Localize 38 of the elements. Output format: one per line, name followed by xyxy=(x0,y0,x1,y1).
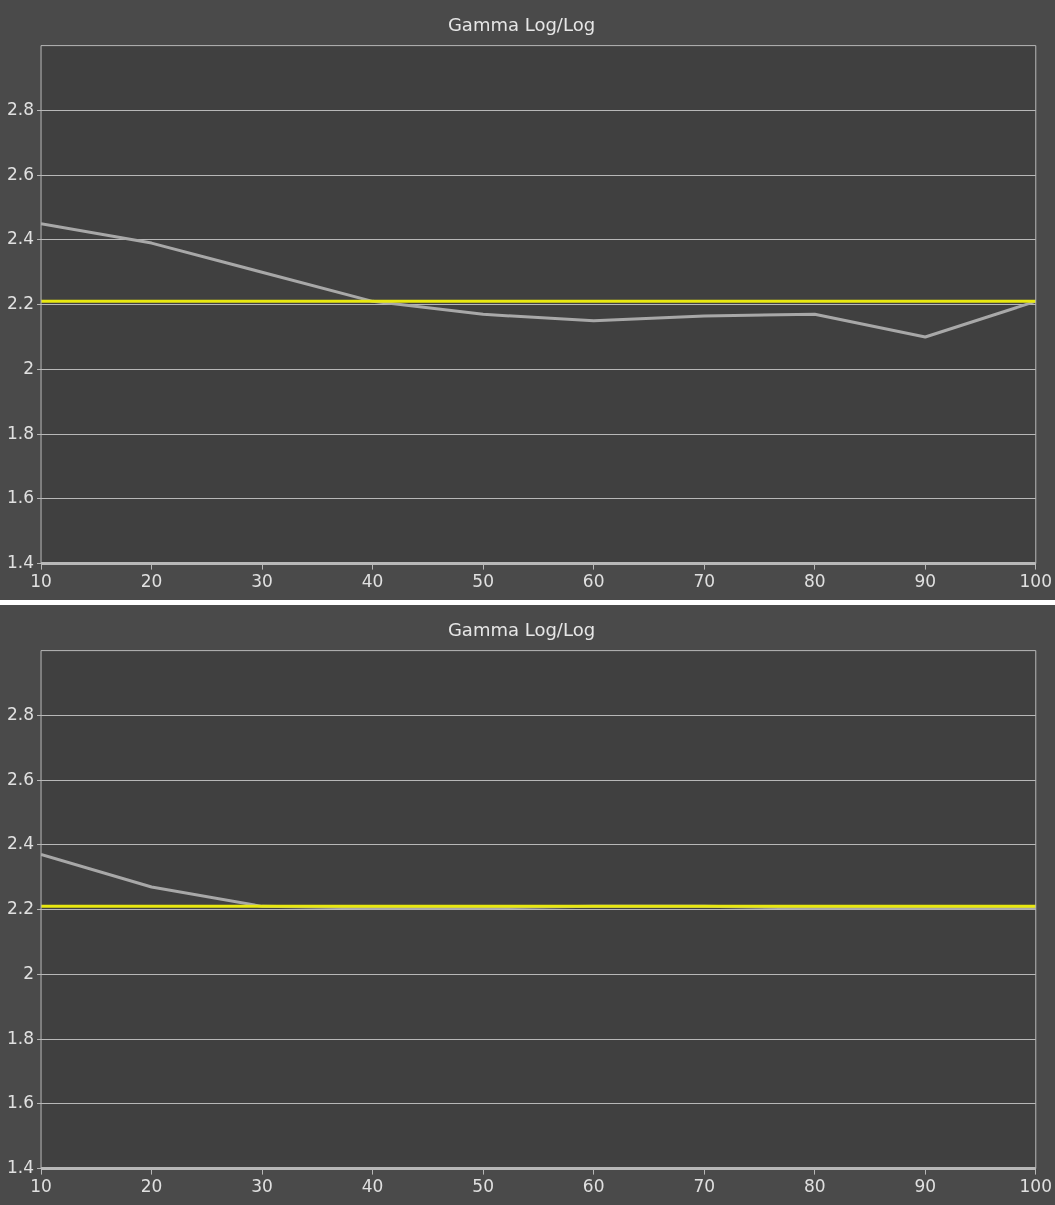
chart-title: Gamma Log/Log xyxy=(447,14,596,36)
y-tick-label: 1.6 xyxy=(6,1092,35,1113)
x-tick-label: 40 xyxy=(361,1176,384,1197)
y-tick-label: 2 xyxy=(23,357,35,378)
y-tick-label: 2.6 xyxy=(6,163,35,184)
y-tick-label: 2.2 xyxy=(6,293,35,314)
x-tick-label: 90 xyxy=(914,1176,937,1197)
y-tick-label: 2.2 xyxy=(6,898,35,919)
x-tick-label: 70 xyxy=(693,1176,716,1197)
x-tick-label: 50 xyxy=(472,571,494,592)
y-tick-label: 2.6 xyxy=(6,768,35,789)
y-tick-label: 1.4 xyxy=(6,1157,35,1178)
y-tick-label: 1.8 xyxy=(6,422,35,443)
y-tick-label: 1.6 xyxy=(6,487,35,508)
x-tick-label: 100 xyxy=(1019,571,1052,592)
x-tick-label: 10 xyxy=(30,1176,52,1197)
y-tick-label: 2.8 xyxy=(6,703,35,724)
y-tick-label: 2.4 xyxy=(6,228,35,249)
x-tick-label: 80 xyxy=(803,1176,826,1197)
x-tick-label: 20 xyxy=(140,1176,163,1197)
x-tick-label: 20 xyxy=(140,571,163,592)
x-tick-label: 90 xyxy=(914,571,937,592)
x-tick-label: 70 xyxy=(693,571,716,592)
x-tick-label: 30 xyxy=(251,1176,273,1197)
x-tick-label: 50 xyxy=(472,1176,494,1197)
x-tick-label: 60 xyxy=(582,1176,605,1197)
x-tick-label: 60 xyxy=(582,571,605,592)
x-tick-label: 100 xyxy=(1019,1176,1052,1197)
x-tick-label: 30 xyxy=(251,571,273,592)
y-tick-label: 2.8 xyxy=(6,98,35,119)
y-tick-label: 1.8 xyxy=(6,1027,35,1048)
y-tick-label: 1.4 xyxy=(6,552,35,573)
y-tick-label: 2 xyxy=(23,962,35,983)
x-tick-label: 10 xyxy=(30,571,52,592)
x-tick-label: 40 xyxy=(361,571,384,592)
y-tick-label: 2.4 xyxy=(6,833,35,854)
x-tick-label: 80 xyxy=(803,571,826,592)
chart-title: Gamma Log/Log xyxy=(447,619,596,641)
